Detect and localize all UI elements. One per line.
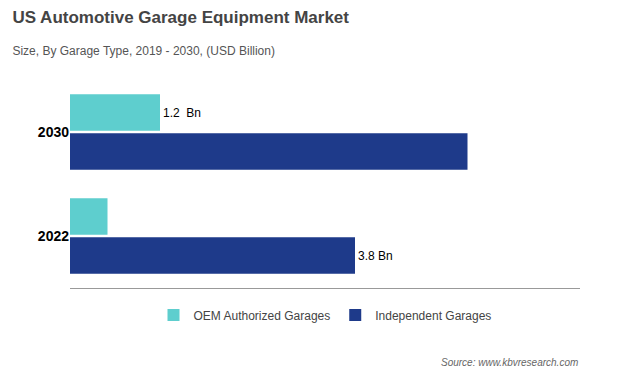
svg-text:US Automotive Garage Equipment: US Automotive Garage Equipment Market <box>12 8 349 27</box>
svg-text:3.8 Bn: 3.8 Bn <box>358 249 393 263</box>
svg-text:Size, By Garage Type, 2019 - 2: Size, By Garage Type, 2019 - 2030, (USD … <box>12 44 275 58</box>
svg-text:Source: www.kbvresearch.com: Source: www.kbvresearch.com <box>441 357 578 368</box>
svg-text:2022: 2022 <box>38 228 69 244</box>
svg-text:Independent Garages: Independent Garages <box>375 309 491 323</box>
svg-text:1.2 Bn: 1.2 Bn <box>163 106 201 120</box>
svg-text:OEM Authorized Garages: OEM Authorized Garages <box>194 309 331 323</box>
svg-text:2030: 2030 <box>38 124 69 140</box>
